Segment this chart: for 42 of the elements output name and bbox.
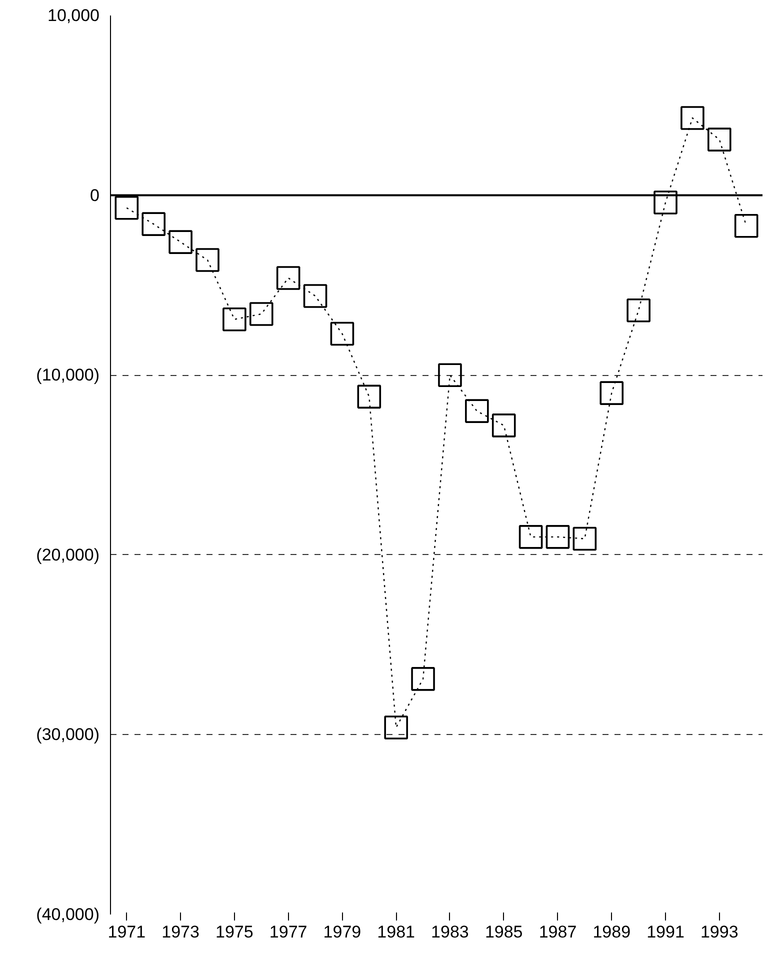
point (222, 307, 246, 332)
y-tick-label: (30,000) (36, 725, 100, 744)
point (114, 196, 139, 220)
point (411, 667, 435, 691)
point (276, 266, 300, 290)
point (707, 128, 732, 152)
point (303, 284, 328, 308)
x-tick-label: 1977 (269, 922, 308, 942)
point (546, 525, 570, 549)
y-tick-label: 10,000 (48, 6, 100, 25)
x-tick-label: 1989 (592, 922, 631, 942)
point (626, 298, 650, 322)
point (438, 363, 462, 387)
point (330, 322, 354, 346)
point (734, 214, 758, 238)
point (196, 248, 220, 272)
y-tick-label: (40,000) (36, 905, 100, 924)
x-tick-label: 1979 (323, 922, 362, 942)
point (654, 190, 678, 214)
x-tick-label: 1991 (646, 922, 684, 942)
x-tick-label: 1981 (377, 922, 416, 942)
y-tick-label: 0 (90, 186, 100, 205)
x-tick-label: 1973 (162, 922, 200, 942)
point (572, 526, 597, 551)
point (465, 399, 489, 423)
point (168, 230, 192, 254)
y-tick-label: (20,000) (36, 545, 100, 564)
x-tick-label: 1985 (484, 922, 523, 942)
point (249, 302, 274, 326)
point (357, 384, 382, 409)
x-tick-label: 1987 (538, 922, 577, 942)
point (142, 212, 166, 236)
point (518, 525, 543, 549)
y-tick-label: (10,000) (36, 366, 100, 385)
x-tick-label: 1975 (216, 922, 254, 942)
point (680, 106, 704, 130)
point (600, 381, 624, 405)
point (492, 414, 516, 438)
x-tick-label: 1971 (108, 922, 146, 942)
x-tick-label: 1993 (700, 922, 738, 942)
x-tick-label: 1983 (431, 922, 469, 942)
point (384, 716, 408, 740)
